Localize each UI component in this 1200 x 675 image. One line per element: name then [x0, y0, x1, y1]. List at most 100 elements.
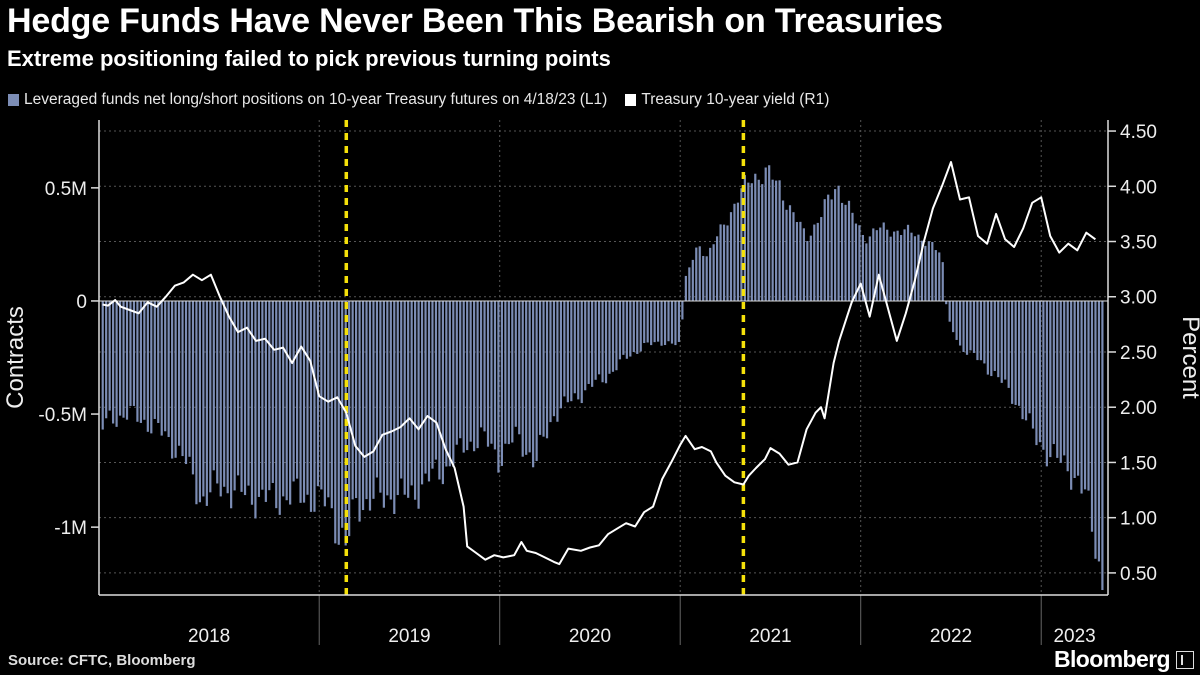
bar-223	[875, 230, 878, 301]
bar-176	[712, 244, 715, 301]
tick-label-right-8: 0.50	[1120, 564, 1157, 585]
bar-278	[1066, 300, 1069, 472]
bar-275	[1056, 300, 1059, 458]
bar-116	[504, 300, 507, 444]
bar-119	[514, 300, 517, 427]
bar-274	[1052, 300, 1055, 445]
bar-239	[931, 241, 934, 301]
bar-227	[889, 236, 892, 301]
bloomberg-terminal-icon	[1176, 651, 1194, 669]
bar-82	[386, 300, 389, 496]
bar-220	[865, 243, 868, 301]
tick-label-left-1: 0	[76, 292, 87, 313]
bar-244	[948, 300, 951, 322]
bar-37	[230, 300, 233, 509]
tick-label-right-4: 2.50	[1120, 343, 1157, 364]
tick-label-right-0: 4.50	[1120, 122, 1157, 143]
bar-242	[941, 262, 944, 301]
bar-187	[750, 183, 753, 301]
bar-18	[164, 300, 167, 432]
bar-96	[434, 300, 438, 460]
bar-91	[417, 300, 420, 509]
bar-134	[566, 300, 569, 403]
bar-132	[559, 300, 563, 409]
bar-160	[656, 300, 660, 342]
bar-139	[584, 300, 587, 391]
bar-73	[355, 300, 358, 499]
bar-20	[171, 300, 174, 459]
bar-39	[236, 300, 240, 476]
bar-262	[1011, 300, 1014, 404]
bar-144	[601, 300, 604, 383]
bar-50	[275, 300, 278, 509]
bar-61	[313, 300, 316, 512]
bar-27	[195, 300, 198, 505]
bar-233	[910, 232, 913, 301]
bar-43	[250, 300, 254, 505]
tick-label-right-3: 3.00	[1120, 288, 1157, 309]
year-label-2018: 2018	[188, 626, 230, 647]
bar-45	[257, 300, 261, 497]
bar-44	[254, 300, 257, 519]
bar-59	[306, 300, 309, 495]
bar-111	[486, 300, 490, 447]
bar-171	[695, 247, 698, 301]
bar-10	[136, 300, 139, 422]
bar-90	[414, 300, 417, 500]
bar-168	[684, 275, 687, 301]
bar-281	[1077, 300, 1080, 476]
bar-268	[1031, 300, 1035, 429]
bar-125	[535, 300, 538, 462]
bar-210	[830, 199, 833, 301]
bar-207	[820, 217, 823, 301]
bar-284	[1087, 300, 1090, 491]
bar-264	[1017, 300, 1021, 406]
bar-195	[778, 180, 781, 301]
bar-124	[532, 300, 535, 468]
bar-188	[754, 173, 757, 301]
bar-169	[688, 267, 691, 301]
bar-247	[958, 300, 962, 346]
bar-265	[1021, 300, 1024, 420]
legend-item-line: Treasury 10-year yield (R1)	[625, 91, 829, 109]
bar-140	[587, 300, 590, 384]
legend-swatch-bars	[8, 94, 19, 106]
bar-36	[226, 300, 229, 494]
bar-282	[1080, 300, 1083, 494]
bar-150	[622, 300, 625, 355]
bar-215	[847, 200, 851, 301]
bar-280	[1073, 300, 1076, 478]
bar-114	[497, 300, 500, 473]
year-label-2023: 2023	[1053, 626, 1095, 647]
bar-12	[143, 300, 146, 420]
bar-164	[670, 300, 674, 344]
bar-130	[552, 300, 556, 417]
bar-72	[351, 300, 354, 500]
bar-196	[781, 200, 785, 301]
tick-label-left-3: -1M	[54, 518, 87, 539]
bar-33	[216, 300, 219, 484]
bar-154	[636, 300, 639, 354]
bar-157	[646, 300, 649, 343]
yield-line	[102, 161, 1096, 566]
bar-131	[556, 300, 559, 422]
bar-248	[962, 300, 965, 352]
bar-92	[420, 300, 424, 485]
bar-49	[271, 300, 274, 483]
bar-98	[441, 300, 444, 485]
bar-178	[719, 224, 722, 301]
bar-34	[219, 300, 222, 497]
bar-163	[667, 300, 670, 342]
bar-197	[785, 209, 788, 301]
bar-63	[320, 300, 323, 490]
bar-172	[698, 246, 701, 301]
bar-102	[455, 300, 458, 445]
bar-142	[594, 300, 597, 380]
bar-149	[618, 300, 622, 360]
bar-84	[393, 300, 396, 515]
bar-266	[1024, 300, 1028, 421]
bar-101	[452, 300, 455, 467]
bar-166	[677, 300, 681, 342]
bar-261	[1007, 300, 1010, 388]
